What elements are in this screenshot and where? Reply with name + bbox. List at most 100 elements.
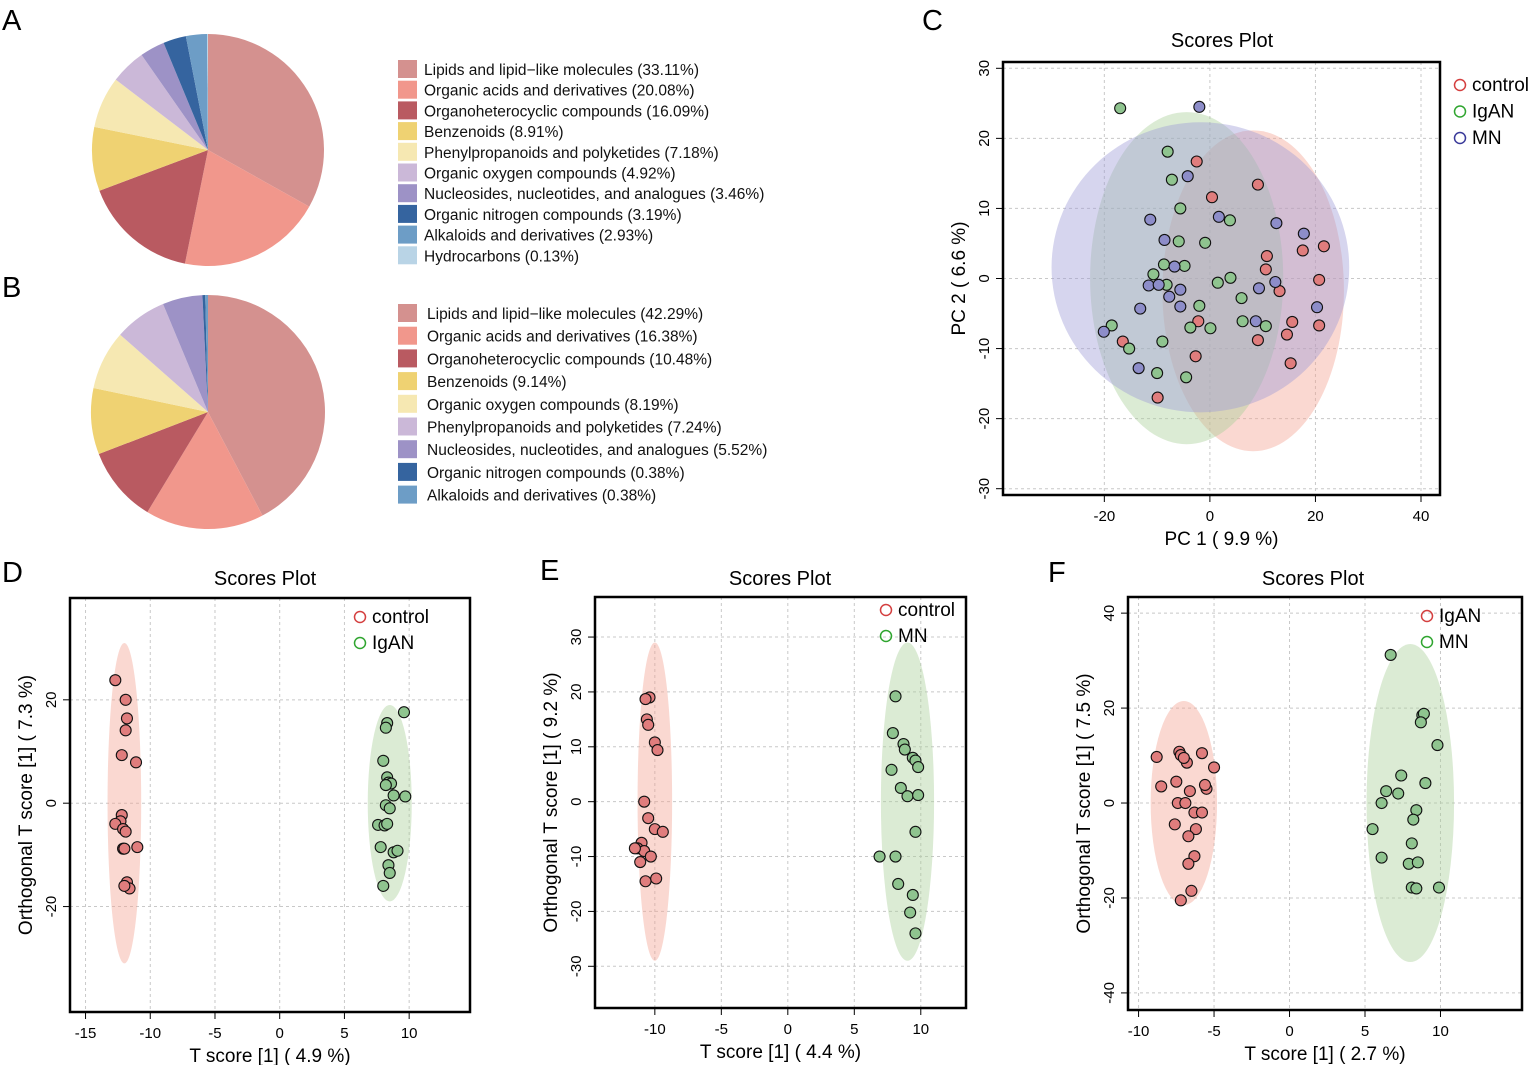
legend-label: Organic acids and derivatives (20.08%) xyxy=(424,83,695,100)
legend-label: Nucleosides, nucleotides, and analogues … xyxy=(427,442,767,459)
data-point-IgAN xyxy=(1170,775,1183,788)
data-point-IgAN xyxy=(1114,102,1127,115)
data-point-IgAN xyxy=(387,789,400,802)
data-point-MN xyxy=(1132,362,1145,375)
data-point-IgAN xyxy=(391,844,404,857)
panel-label-B: B xyxy=(2,272,21,304)
legend-label: Benzenoids (8.91%) xyxy=(424,124,564,141)
data-point-MN xyxy=(1270,217,1283,230)
data-point-control xyxy=(1205,191,1219,204)
data-point-control xyxy=(1284,357,1297,370)
data-point-control xyxy=(628,842,641,855)
data-point-MN xyxy=(1193,100,1206,113)
pie-slice xyxy=(185,34,208,150)
legend-label: Benzenoids (9.14%) xyxy=(427,374,567,391)
panel-label-E: E xyxy=(540,555,559,587)
data-point-IgAN xyxy=(397,706,411,719)
data-point-control xyxy=(1313,273,1326,286)
pie-slice xyxy=(115,54,208,151)
data-point-control xyxy=(634,855,647,869)
data-point-IgAN xyxy=(1156,335,1169,348)
data-point-control xyxy=(651,744,664,757)
data-point-MN xyxy=(886,727,899,740)
pie-slice xyxy=(184,150,310,267)
x-tick-label: 0 xyxy=(1206,508,1214,525)
legend-swatch xyxy=(398,80,417,99)
y-tick-label: 10 xyxy=(568,738,585,755)
data-point-IgAN xyxy=(1147,268,1160,281)
pie-slice xyxy=(90,387,208,455)
data-point-control xyxy=(1251,334,1264,347)
data-point-MN xyxy=(1134,302,1147,315)
legend-swatch xyxy=(398,163,417,182)
legend-label: Organic nitrogen compounds (3.19%) xyxy=(424,207,682,224)
scatter-plot-F: -10 -5 0 5 10 -40 -20 0 20 40 Scores Plot T score [… xyxy=(1074,568,1524,1065)
data-point-MN xyxy=(1395,769,1408,782)
x-tick-label: 40 xyxy=(1413,508,1430,525)
data-point-MN xyxy=(904,906,917,919)
data-point-control xyxy=(118,879,131,892)
data-point-IgAN xyxy=(1259,320,1272,333)
data-point-IgAN xyxy=(1207,761,1221,774)
data-point-IgAN xyxy=(1179,796,1192,810)
x-axis-label: T score [1] ( 2.7 %) xyxy=(1244,1044,1405,1065)
data-point-IgAN xyxy=(1174,202,1187,215)
legend-swatch xyxy=(398,101,417,120)
legend-marker xyxy=(1453,131,1467,145)
data-point-control xyxy=(1192,315,1205,328)
pie-slice xyxy=(93,334,208,412)
data-point-IgAN xyxy=(377,754,390,767)
data-point-IgAN xyxy=(1105,319,1118,332)
plot-frame xyxy=(593,595,968,1010)
data-point-MN xyxy=(906,888,919,902)
plot-frame xyxy=(1001,60,1442,497)
data-point-MN xyxy=(1407,813,1420,826)
data-point-MN xyxy=(1297,227,1310,240)
data-point-control xyxy=(1280,328,1293,341)
data-point-MN xyxy=(1212,210,1225,223)
legend-label: Nucleosides, nucleotides, and analogues … xyxy=(424,186,764,203)
pie-slice xyxy=(120,303,208,412)
y-tick-label: 40 xyxy=(1101,605,1118,622)
data-point-MN xyxy=(894,781,907,795)
data-point-MN xyxy=(1181,170,1194,183)
data-point-control xyxy=(650,872,663,885)
data-point-IgAN xyxy=(1195,747,1209,760)
legend-swatch xyxy=(398,349,417,368)
data-point-IgAN xyxy=(1168,818,1181,831)
data-point-IgAN xyxy=(1183,785,1196,798)
data-point-IgAN xyxy=(1195,806,1209,819)
data-point-MN xyxy=(889,690,902,703)
data-point-IgAN xyxy=(1151,367,1164,380)
data-point-MN xyxy=(1174,300,1187,313)
legend-swatch xyxy=(398,326,417,345)
data-point-IgAN xyxy=(1123,342,1136,355)
data-point-MN xyxy=(1152,278,1165,291)
x-tick-label: -5 xyxy=(1207,1023,1220,1040)
y-tick-label: 10 xyxy=(976,200,993,217)
data-point-MN xyxy=(1375,796,1388,810)
data-point-MN xyxy=(1431,739,1444,752)
pie-slice xyxy=(163,295,208,412)
legend-label: MN xyxy=(1472,128,1502,149)
x-tick-label: 0 xyxy=(784,1021,792,1038)
data-point-MN xyxy=(1269,275,1282,289)
legend-label: Organic oxygen compounds (8.19%) xyxy=(427,397,679,414)
legend-label: control xyxy=(1472,75,1529,96)
data-point-MN xyxy=(1168,260,1181,273)
data-point-IgAN xyxy=(1223,214,1236,227)
legend-marker xyxy=(879,629,893,643)
data-point-IgAN xyxy=(1224,271,1237,284)
data-point-control xyxy=(1260,250,1273,263)
legend-label: Lipids and lipid−like molecules (42.29%) xyxy=(427,306,703,323)
pie-slice xyxy=(147,412,263,529)
data-point-control xyxy=(1151,391,1164,404)
data-point-IgAN xyxy=(1199,236,1212,249)
pie-slice xyxy=(208,295,326,516)
data-point-MN xyxy=(1144,213,1157,226)
data-point-IgAN xyxy=(1178,259,1191,272)
legend-marker xyxy=(1420,609,1434,623)
plot-frame xyxy=(1126,595,1524,1012)
legend-label: MN xyxy=(1439,632,1469,653)
